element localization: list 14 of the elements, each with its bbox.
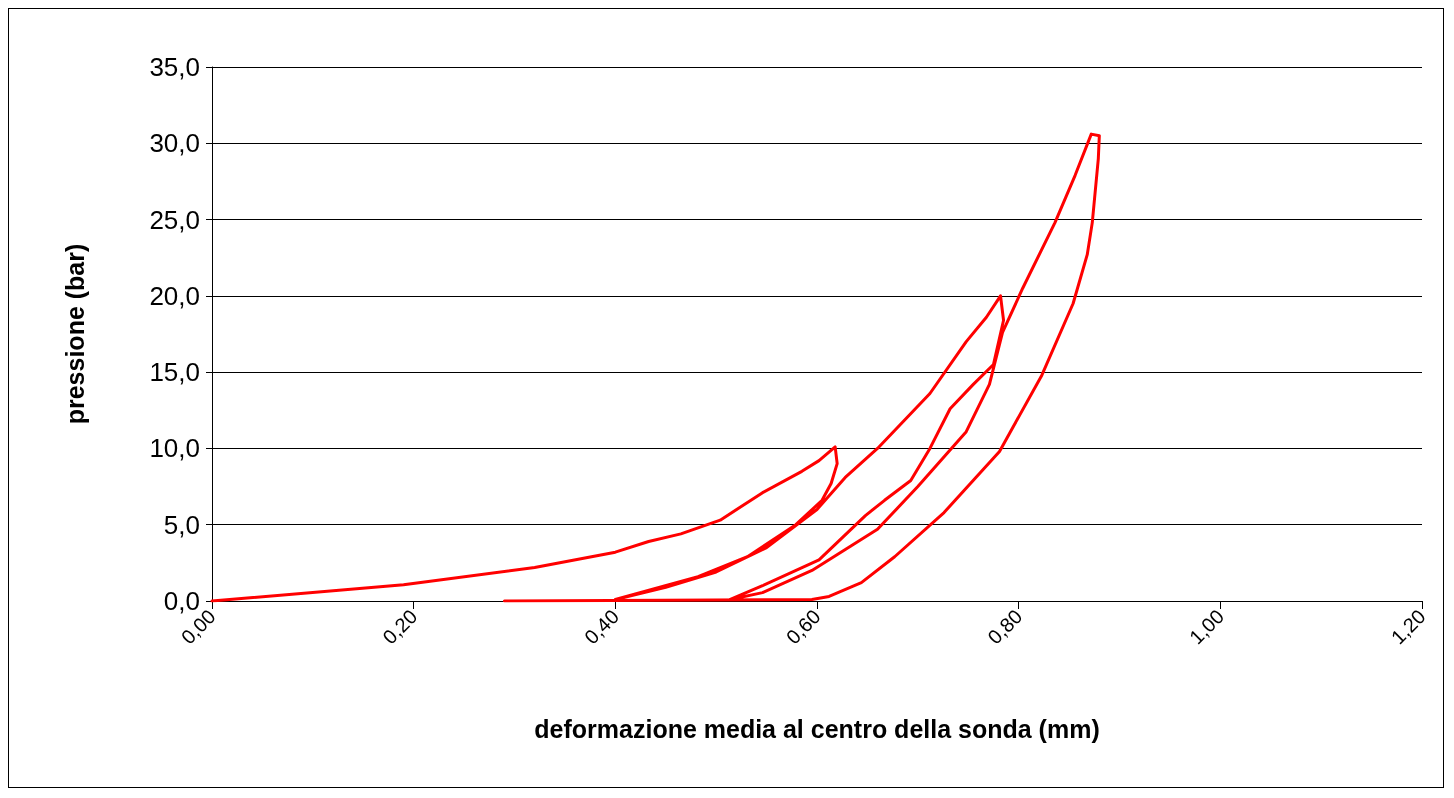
y-tick-label: 30,0 xyxy=(149,128,200,159)
x-tick-label: 0,40 xyxy=(580,605,624,649)
y-tick-label: 10,0 xyxy=(149,433,200,464)
y-tick-label: 5,0 xyxy=(163,509,200,540)
y-tick-label: 20,0 xyxy=(149,280,200,311)
x-axis-title: deformazione media al centro della sonda (mm) xyxy=(534,714,1100,743)
y-axis-title: pressione (bar) xyxy=(60,243,89,425)
x-tick-label: 0,20 xyxy=(378,605,422,649)
x-tick-label: 0,60 xyxy=(781,605,825,649)
y-tick-label: 35,0 xyxy=(149,52,200,82)
line-series xyxy=(210,132,1101,603)
y-tick-label: 15,0 xyxy=(149,357,200,388)
y-tick-label: 25,0 xyxy=(149,204,200,235)
x-tick-label: 0,80 xyxy=(983,605,1027,649)
